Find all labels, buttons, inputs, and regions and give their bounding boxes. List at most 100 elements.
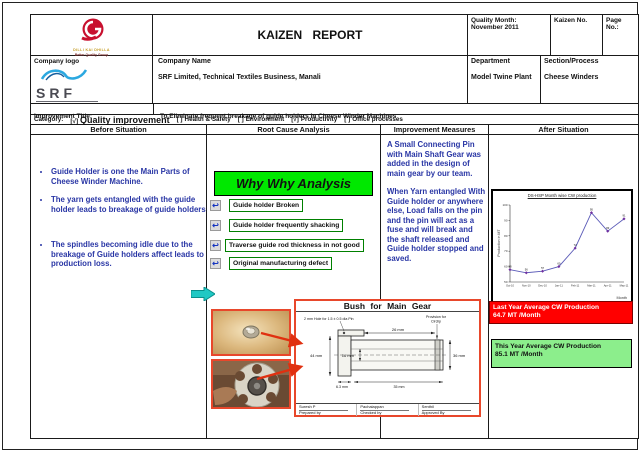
svg-text:Apr-11: Apr-11 bbox=[604, 284, 612, 288]
measures-text: A Small Connecting Pin with Main Shaft G… bbox=[387, 140, 486, 272]
after-situation-column: DS-HSP Month wise CW production Producti… bbox=[489, 135, 638, 438]
department-label: Department bbox=[471, 58, 510, 65]
cause-row: ↩ Original manufacturing defect bbox=[210, 257, 333, 270]
kaizen-no-label: Kaizen No. bbox=[554, 17, 588, 24]
svg-text:Nov-10: Nov-10 bbox=[522, 284, 531, 288]
flow-arrow-icon bbox=[191, 287, 215, 301]
svg-text:Circlip: Circlip bbox=[431, 320, 441, 324]
cause-row: ↩ Guide holder frequently shacking bbox=[210, 219, 344, 232]
category-row: Category: [√] Quality improvement [ ] Heal… bbox=[31, 115, 638, 125]
measures-paragraph: A Small Connecting Pin with Main Shaft G… bbox=[387, 140, 482, 178]
cause-box: Original manufacturing defect bbox=[229, 257, 333, 270]
cause-box: Guide holder frequently shacking bbox=[229, 219, 344, 232]
bush-drawing-panel: Bush for Main Gear 26 mm bbox=[294, 299, 481, 417]
cause-box: Guide holder Broken bbox=[229, 199, 304, 212]
curved-arrow-icon: ↩ bbox=[210, 240, 221, 251]
section-process-cell: Section/Process Cheese Winders bbox=[541, 56, 638, 104]
page-no-cell: Page No.: bbox=[603, 15, 638, 56]
report-table: DILLI KAI DHILLA Better Quality Group KA… bbox=[30, 14, 639, 439]
svg-text:95: 95 bbox=[590, 208, 593, 212]
quality-month-cell: Quality Month: November 2011 bbox=[468, 15, 551, 56]
page-no-label: Page No.: bbox=[606, 17, 622, 31]
before-bullet: Guide Holder is one the Main Parts of Ch… bbox=[51, 167, 211, 186]
svg-text:56: 56 bbox=[525, 268, 528, 272]
svg-text:May-11: May-11 bbox=[620, 284, 629, 288]
quality-logo-caption: DILLI KAI DHILLA bbox=[73, 48, 110, 52]
improvement-title-value: To Eliminate frequent breakage of guide … bbox=[160, 113, 397, 120]
chart-x-axis-label: Month bbox=[616, 296, 627, 300]
category-health-safety: [ ] Health & Safety bbox=[176, 116, 231, 123]
svg-text:6.3 mm: 6.3 mm bbox=[336, 385, 348, 389]
before-situation-column: Guide Holder is one the Main Parts of Ch… bbox=[31, 135, 207, 438]
svg-text:83: 83 bbox=[606, 226, 609, 230]
before-bullet: The yarn gets entangled with the guide h… bbox=[51, 195, 211, 214]
cause-row: ↩ Guide holder Broken bbox=[210, 199, 304, 212]
svg-text:Provision for: Provision for bbox=[426, 315, 447, 319]
header-before-situation: Before Situation bbox=[31, 125, 207, 135]
improvement-title-value-cell: To Eliminate frequent breakage of guide … bbox=[154, 104, 638, 120]
drawing-canvas: 26 mm 44 mm 16 mm 36 mm 6.3 bbox=[296, 312, 479, 403]
category-office-processes: [ ] Office processes bbox=[344, 116, 403, 123]
checked-by-cell: Pachaiappan Checked by bbox=[357, 404, 419, 417]
this-year-production-badge: This Year Average CW Production 85.1 MT … bbox=[491, 339, 632, 368]
svg-text:60: 60 bbox=[557, 261, 560, 265]
category-productivity: [√] Productivity bbox=[291, 116, 338, 123]
improvement-title-label-cell: Improvement Title: bbox=[31, 104, 154, 120]
category-label: Category: bbox=[34, 116, 64, 123]
svg-text:72: 72 bbox=[574, 243, 577, 247]
last-year-production-badge: Last Year Average CW Production 64.7 MT … bbox=[489, 301, 633, 324]
improvement-measures-column: A Small Connecting Pin with Main Shaft G… bbox=[381, 135, 489, 438]
header-improvement-measures: Improvement Measures bbox=[381, 125, 489, 135]
drawing-title: Bush for Main Gear bbox=[296, 301, 479, 312]
company-logo-label: Company logo bbox=[34, 58, 80, 65]
section-label: Section/Process bbox=[544, 58, 599, 65]
line-chart-plot: 50 60 70 80 90 100 Oct-10 Nov-10 Dec-10 Jan-11 Feb… bbox=[502, 203, 629, 288]
quality-award-icon bbox=[80, 18, 103, 41]
svg-text:16 mm: 16 mm bbox=[342, 353, 355, 358]
report-title: KAIZEN REPORT bbox=[153, 15, 468, 56]
srf-logo-rule bbox=[36, 101, 98, 102]
quality-logo-cell: DILLI KAI DHILLA Better Quality Group bbox=[31, 15, 153, 57]
svg-text:Jan-11: Jan-11 bbox=[555, 284, 564, 288]
svg-text:58: 58 bbox=[509, 264, 512, 268]
department-cell: Department Model Twine Plant bbox=[468, 56, 541, 104]
svg-text:44 mm: 44 mm bbox=[310, 353, 323, 358]
section-value: Cheese Winders bbox=[544, 74, 599, 81]
svg-text:2 mm Hole for 1.5 ± 0.5 dia Pi: 2 mm Hole for 1.5 ± 0.5 dia Pin bbox=[304, 317, 354, 321]
svg-text:80: 80 bbox=[504, 234, 508, 238]
bush-part-photo bbox=[211, 309, 291, 356]
quality-logo-subcaption: Better Quality Group bbox=[74, 52, 109, 57]
measures-paragraph: When Yarn entangled With Guide holder or… bbox=[387, 187, 486, 263]
category-environment: [ ] Environment bbox=[237, 116, 285, 123]
drawing-signature-strip: Suresh P Prepared by Pachaiappan Checked b… bbox=[296, 403, 479, 417]
svg-text:100: 100 bbox=[502, 203, 507, 207]
approved-by-cell: Senthil Approved By bbox=[419, 404, 479, 416]
header-after-situation: After Situation bbox=[489, 125, 638, 135]
curved-arrow-icon: ↩ bbox=[210, 258, 221, 269]
improvement-title-label: Improvement Title: bbox=[34, 113, 93, 120]
srf-logo-text: SRF bbox=[36, 85, 76, 101]
svg-text:36 mm: 36 mm bbox=[453, 353, 466, 358]
svg-text:Oct-10: Oct-10 bbox=[506, 284, 515, 288]
svg-text:90: 90 bbox=[504, 218, 508, 222]
curved-arrow-icon: ↩ bbox=[210, 220, 221, 231]
quality-month-label: Quality Month: bbox=[471, 17, 517, 24]
before-bullet: The spindles becoming idle due to the br… bbox=[51, 240, 211, 269]
svg-text:57: 57 bbox=[541, 266, 544, 270]
header-root-cause-analysis: Root Cause Analysis bbox=[207, 125, 381, 135]
prepared-by-cell: Suresh P Prepared by bbox=[296, 404, 358, 417]
cause-box: Traverse guide rod thickness in not good bbox=[225, 239, 364, 252]
svg-text:70: 70 bbox=[504, 249, 508, 253]
company-name-label: Company Name bbox=[158, 58, 211, 65]
why-why-analysis-banner: Why Why Analysis bbox=[214, 171, 373, 196]
curved-arrow-icon: ↩ bbox=[210, 200, 221, 211]
category-quality-improvement: [√] Quality improvement bbox=[70, 114, 170, 125]
svg-text:Mar-11: Mar-11 bbox=[587, 284, 596, 288]
svg-text:35 mm: 35 mm bbox=[394, 385, 405, 389]
department-value: Model Twine Plant bbox=[471, 74, 532, 81]
svg-text:Dec-10: Dec-10 bbox=[538, 284, 547, 288]
svg-text:91: 91 bbox=[623, 214, 626, 218]
svg-text:26 mm: 26 mm bbox=[392, 327, 405, 332]
company-logo-cell: Company logo SRF bbox=[31, 56, 153, 104]
